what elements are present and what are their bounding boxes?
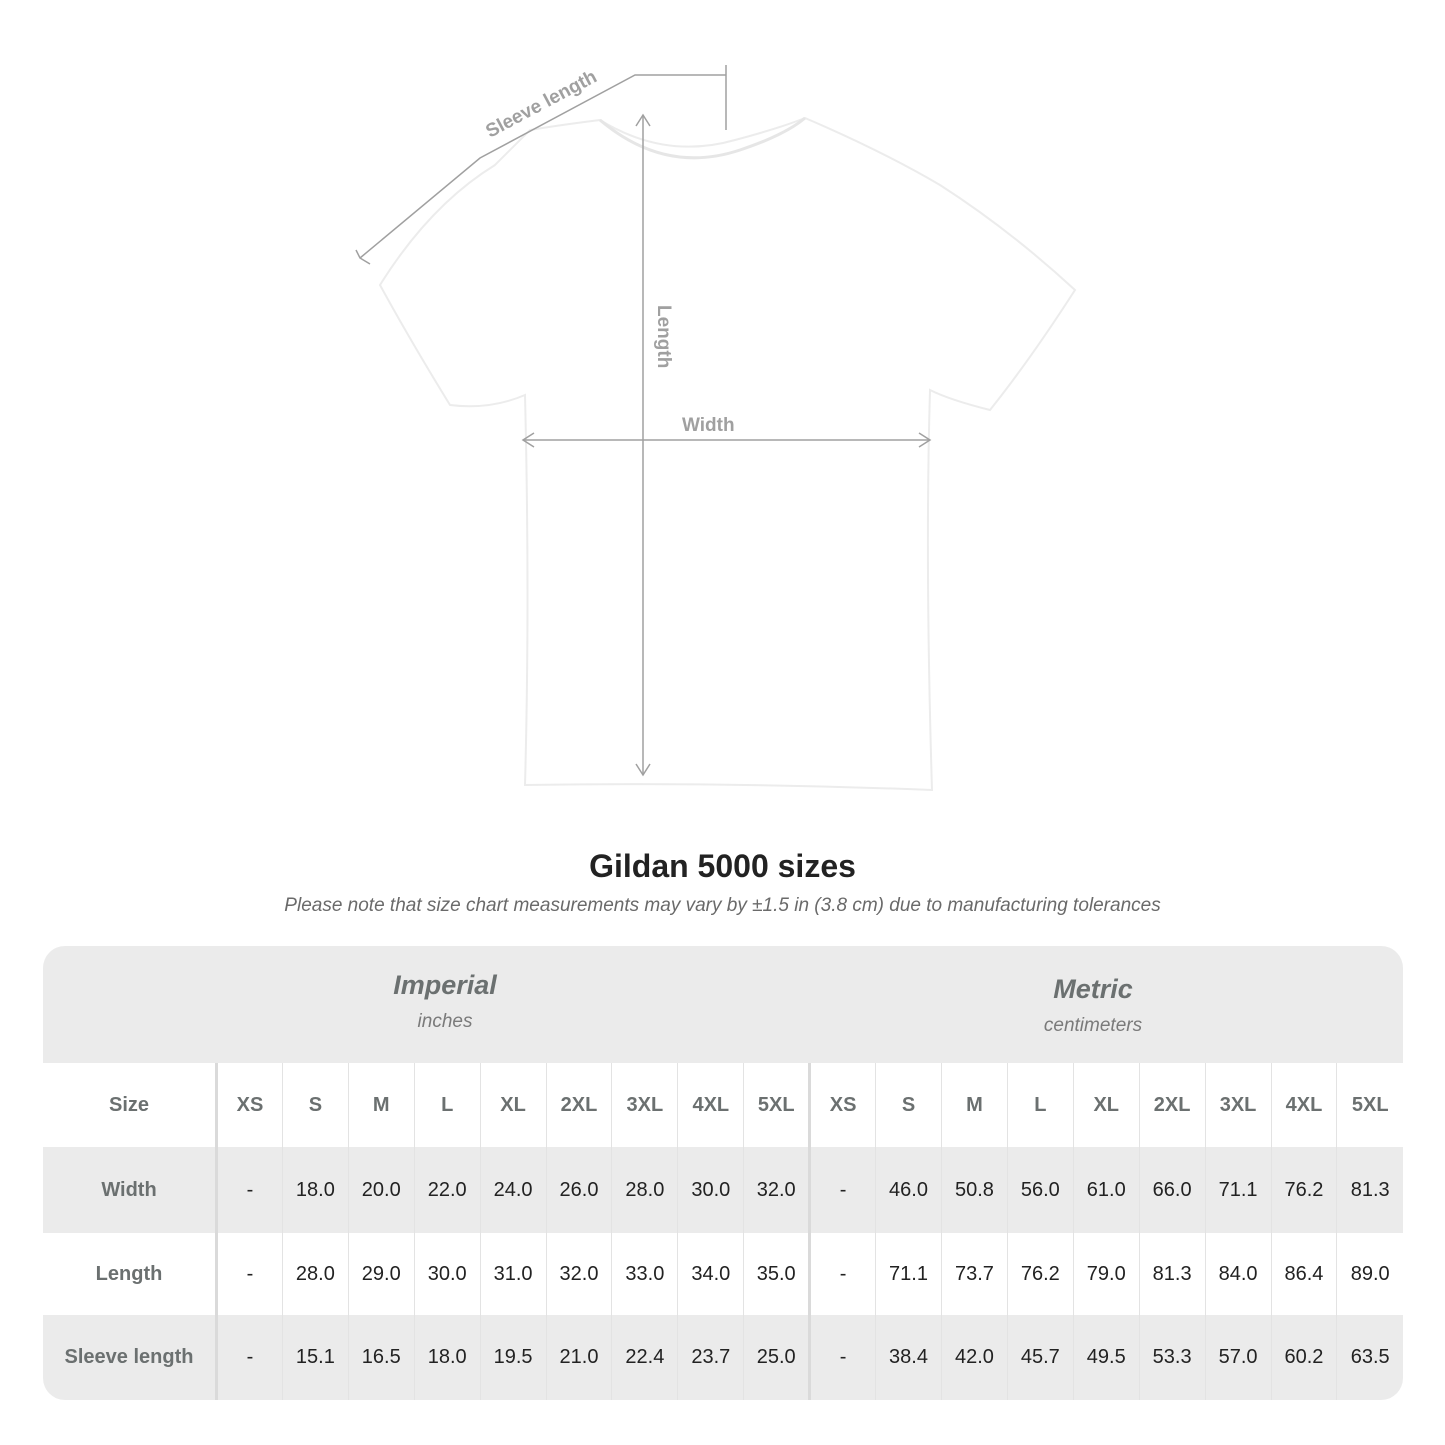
- table-cell-metric: 71.1: [1204, 1147, 1271, 1233]
- table-cell-metric: 42.0: [940, 1315, 1008, 1400]
- table-cell-imperial: 25.0: [743, 1315, 810, 1400]
- imperial-header: Imperial inches: [215, 970, 675, 1033]
- table-cell-metric: 49.5: [1072, 1315, 1140, 1400]
- table-cell-imperial: 30.0: [677, 1147, 744, 1233]
- size-header-metric: 2XL: [1138, 1063, 1206, 1147]
- width-label: Width: [682, 415, 735, 436]
- table-cell-metric: 79.0: [1072, 1233, 1140, 1315]
- table-cell-metric: 89.0: [1336, 1233, 1403, 1315]
- table-cell-metric: 71.1: [875, 1233, 942, 1315]
- table-cell-imperial: 35.0: [743, 1233, 810, 1315]
- table-cell-metric: 53.3: [1138, 1315, 1206, 1400]
- collar: [599, 116, 806, 160]
- size-header-imperial: L: [413, 1063, 481, 1147]
- table-cell-imperial: 20.0: [347, 1147, 415, 1233]
- table-cell-metric: 45.7: [1006, 1315, 1074, 1400]
- table-cell-imperial: 26.0: [545, 1147, 612, 1233]
- size-header-imperial: M: [347, 1063, 415, 1147]
- table-cell-imperial: 29.0: [347, 1233, 415, 1315]
- size-header-metric: S: [875, 1063, 942, 1147]
- metric-header: Metric centimeters: [863, 974, 1323, 1037]
- table-cell-imperial: 18.0: [413, 1315, 481, 1400]
- size-header-imperial: 3XL: [611, 1063, 678, 1147]
- table-cell-metric: 66.0: [1138, 1147, 1206, 1233]
- imperial-unit: inches: [417, 1011, 473, 1032]
- size-header-metric: XS: [808, 1063, 876, 1147]
- table-cell-imperial: 30.0: [413, 1233, 481, 1315]
- table-cell-metric: 56.0: [1006, 1147, 1074, 1233]
- tshirt-diagram: Sleeve length Length Width: [355, 65, 1077, 792]
- table-cell-metric: 63.5: [1336, 1315, 1403, 1400]
- size-header-imperial: 2XL: [545, 1063, 612, 1147]
- table-cell-metric: 76.2: [1270, 1147, 1337, 1233]
- table-cell-metric: 73.7: [940, 1233, 1008, 1315]
- table-cell-metric: 86.4: [1270, 1233, 1337, 1315]
- imperial-title: Imperial: [393, 970, 497, 1000]
- table-cell-imperial: 34.0: [677, 1233, 744, 1315]
- table-cell-imperial: 32.0: [743, 1147, 810, 1233]
- table-cell-metric: -: [808, 1315, 876, 1400]
- table-cell-metric: 84.0: [1204, 1233, 1271, 1315]
- table-cell-imperial: 21.0: [545, 1315, 612, 1400]
- size-header-imperial: XS: [216, 1063, 283, 1147]
- table-cell-metric: 61.0: [1072, 1147, 1140, 1233]
- table-cell-imperial: -: [216, 1233, 283, 1315]
- size-grid: Size XS S M L XL 2XL 3XL 4XL 5XL XS S M L XL 2XL 3XL 4XL 5…: [43, 1063, 1403, 1400]
- size-row: Size XS S M L XL 2XL 3XL 4XL 5XL XS S M L XL 2XL 3XL 4XL 5…: [43, 1063, 1403, 1147]
- table-cell-imperial: 15.1: [281, 1315, 349, 1400]
- table-cell-imperial: -: [216, 1147, 283, 1233]
- table-cell-metric: 81.3: [1336, 1147, 1403, 1233]
- sleeve-line: [359, 74, 726, 259]
- table-cell-imperial: 33.0: [611, 1233, 678, 1315]
- table-cell-imperial: 31.0: [479, 1233, 547, 1315]
- table-cell-metric: 60.2: [1270, 1315, 1337, 1400]
- size-header-imperial: XL: [479, 1063, 547, 1147]
- row-label: Width: [43, 1147, 218, 1233]
- table-cell-metric: 81.3: [1138, 1233, 1206, 1315]
- table-cell-metric: 38.4: [875, 1315, 942, 1400]
- table-row: Sleeve length -15.1 16.5 18.0 19.5 21.0 22.4 23…: [43, 1315, 1403, 1400]
- table-cell-imperial: 18.0: [281, 1147, 349, 1233]
- row-label: Size: [43, 1063, 218, 1147]
- table-cell-metric: 57.0: [1204, 1315, 1271, 1400]
- size-header-metric: L: [1006, 1063, 1074, 1147]
- size-table: Imperial inches Metric centimeters Size X…: [43, 946, 1403, 1400]
- table-cell-metric: -: [808, 1233, 876, 1315]
- length-label: Length: [653, 305, 674, 368]
- table-header: Imperial inches Metric centimeters: [43, 946, 1403, 1063]
- table-cell-imperial: 28.0: [281, 1233, 349, 1315]
- metric-unit: centimeters: [1043, 1015, 1143, 1036]
- size-header-metric: M: [940, 1063, 1008, 1147]
- table-row: Length -28.0 29.0 30.0 31.0 32.0 33.0 34.0 35.0-…: [43, 1233, 1403, 1315]
- table-cell-imperial: 22.0: [413, 1147, 481, 1233]
- table-cell-metric: 46.0: [875, 1147, 942, 1233]
- table-cell-metric: -: [808, 1147, 876, 1233]
- metric-title: Metric: [1053, 974, 1133, 1004]
- table-cell-imperial: -: [216, 1315, 283, 1400]
- size-header-metric: 4XL: [1270, 1063, 1337, 1147]
- chart-subtitle: Please note that size chart measurements…: [284, 895, 1161, 916]
- size-header-metric: XL: [1072, 1063, 1140, 1147]
- table-cell-imperial: 24.0: [479, 1147, 547, 1233]
- table-cell-imperial: 22.4: [611, 1315, 678, 1400]
- table-cell-imperial: 23.7: [677, 1315, 744, 1400]
- table-cell-metric: 76.2: [1006, 1233, 1074, 1315]
- table-cell-imperial: 19.5: [479, 1315, 547, 1400]
- table-cell-imperial: 16.5: [347, 1315, 415, 1400]
- row-label: Sleeve length: [43, 1315, 218, 1400]
- row-label: Length: [43, 1233, 218, 1315]
- size-header-metric: 5XL: [1336, 1063, 1403, 1147]
- size-header-imperial: S: [281, 1063, 349, 1147]
- chart-title: Gildan 5000 sizes: [589, 848, 856, 884]
- table-cell-metric: 50.8: [940, 1147, 1008, 1233]
- tshirt-shape: [378, 116, 1077, 792]
- measure-lines: [355, 65, 932, 777]
- size-header-imperial: 5XL: [743, 1063, 810, 1147]
- size-header-metric: 3XL: [1204, 1063, 1271, 1147]
- table-cell-imperial: 28.0: [611, 1147, 678, 1233]
- table-row: Width -18.0 20.0 22.0 24.0 26.0 28.0 30.0 32.0-4…: [43, 1147, 1403, 1233]
- table-cell-imperial: 32.0: [545, 1233, 612, 1315]
- size-header-imperial: 4XL: [677, 1063, 744, 1147]
